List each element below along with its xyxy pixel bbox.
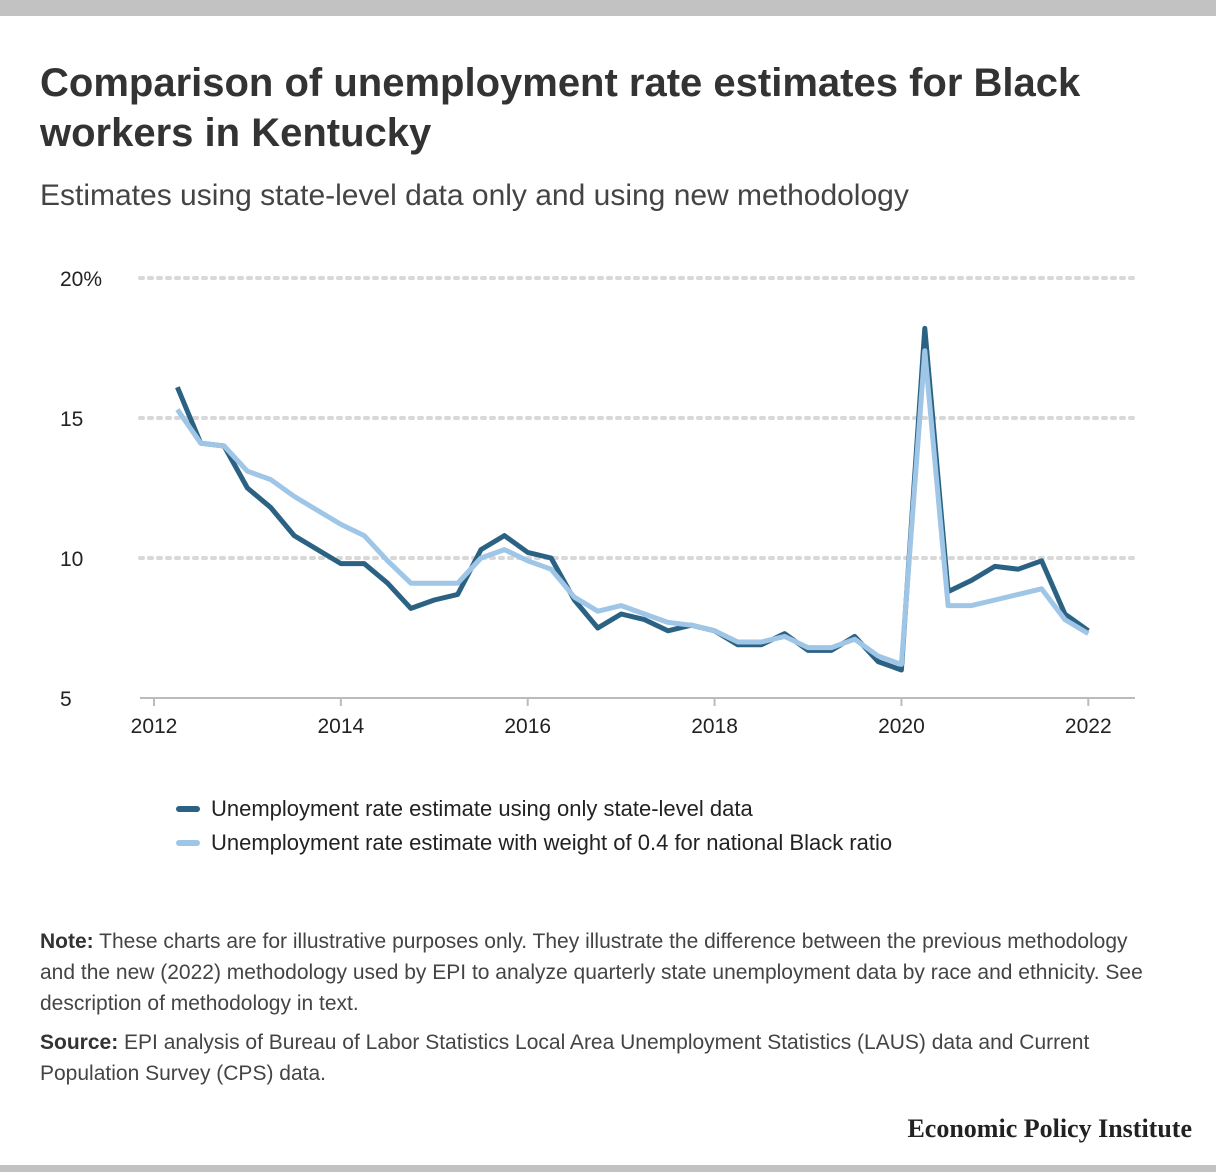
footnotes: Note: These charts are for illustrative … [40, 926, 1160, 1097]
tick-labels: 5 10 15 20% 2012 2014 2016 2018 2020 2022 [60, 268, 1112, 738]
series-line-state-level [175, 325, 1090, 673]
x-tick-label: 2022 [1065, 715, 1112, 738]
brand-logo-text: Economic Policy Institute [907, 1114, 1192, 1143]
bottom-border-bar [0, 1165, 1216, 1172]
legend-label-state-level: Unemployment rate estimate using only st… [211, 796, 753, 821]
top-border-bar [0, 0, 1216, 16]
y-tick-label: 10 [60, 548, 83, 571]
source-label: Source: [40, 1031, 119, 1054]
source-paragraph: Source: EPI analysis of Bureau of Labor … [40, 1027, 1160, 1089]
legend-item-state-level: Unemployment rate estimate using only st… [176, 792, 892, 826]
legend-item-weighted: Unemployment rate estimate with weight o… [176, 826, 892, 860]
legend-swatch-dark [176, 806, 200, 812]
legend-swatch-light [176, 840, 200, 846]
chart-subtitle: Estimates using state-level data only an… [40, 179, 909, 212]
series-lines [175, 325, 1090, 673]
y-tick-label: 5 [60, 688, 72, 711]
x-axis [140, 697, 1135, 706]
series-line-weighted [175, 348, 1090, 667]
x-tick-label: 2012 [131, 715, 178, 738]
gridlines [138, 276, 1137, 560]
legend: Unemployment rate estimate using only st… [176, 792, 892, 860]
x-tick-label: 2014 [318, 715, 365, 738]
note-text: These charts are for illustrative purpos… [40, 930, 1143, 1015]
note-paragraph: Note: These charts are for illustrative … [40, 926, 1160, 1019]
x-tick-label: 2016 [504, 715, 551, 738]
line-chart: 5 10 15 20% 2012 2014 2016 2018 2020 2022 [60, 268, 1137, 738]
note-label: Note: [40, 930, 94, 953]
chart-title: Comparison of unemployment rate estimate… [40, 61, 1081, 155]
y-tick-label: 15 [60, 408, 83, 431]
legend-label-weighted: Unemployment rate estimate with weight o… [211, 830, 893, 855]
x-tick-label: 2020 [878, 715, 925, 738]
x-tick-label: 2018 [691, 715, 738, 738]
y-tick-label: 20% [60, 268, 102, 291]
source-text: EPI analysis of Bureau of Labor Statisti… [40, 1031, 1090, 1085]
